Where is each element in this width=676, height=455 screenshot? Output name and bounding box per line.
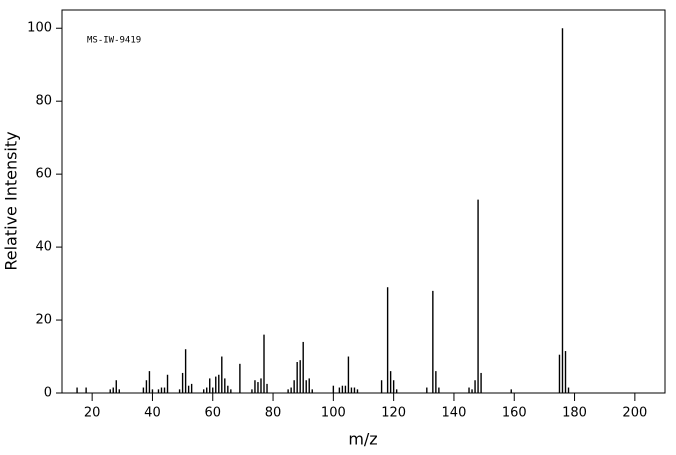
x-tick-label: 40 — [144, 406, 161, 421]
y-tick-label: 60 — [35, 167, 52, 182]
y-tick-label: 100 — [27, 21, 52, 36]
y-tick-label: 0 — [44, 386, 52, 401]
x-tick-label: 100 — [321, 406, 346, 421]
x-tick-label: 140 — [442, 406, 467, 421]
y-tick-label: 20 — [35, 313, 52, 328]
x-tick-label: 200 — [622, 406, 647, 421]
y-tick-label: 80 — [35, 94, 52, 109]
x-tick-label: 160 — [502, 406, 527, 421]
x-tick-label: 120 — [381, 406, 406, 421]
y-axis-title: Relative Intensity — [2, 131, 21, 270]
x-axis-title: m/z — [348, 430, 377, 449]
x-tick-label: 80 — [265, 406, 282, 421]
annotation: MS-IW-9419 — [87, 36, 141, 46]
x-tick-label: 180 — [562, 406, 587, 421]
x-tick-label: 20 — [84, 406, 101, 421]
y-tick-label: 40 — [35, 240, 52, 255]
plot-frame — [61, 9, 666, 394]
x-tick-label: 60 — [204, 406, 221, 421]
